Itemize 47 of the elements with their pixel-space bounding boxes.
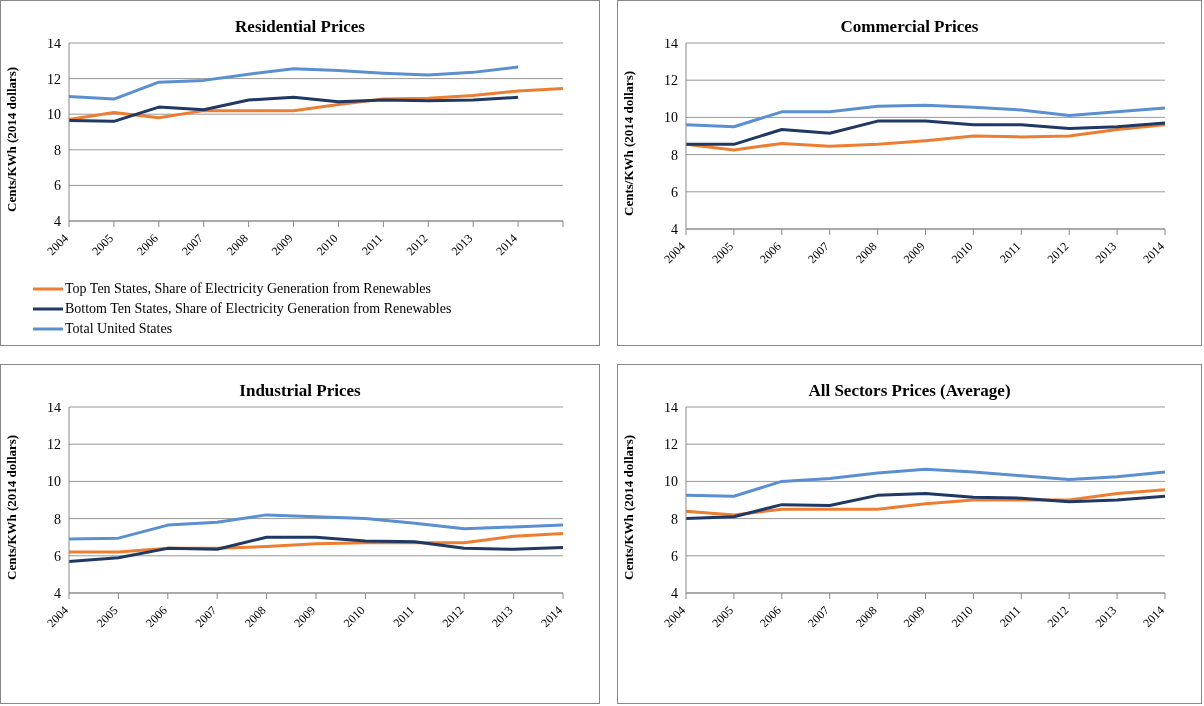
line-series: [67, 86, 565, 122]
y-tick-label: 8: [671, 147, 678, 163]
y-tick-label: 4: [671, 221, 678, 237]
y-tick-label: 4: [54, 585, 61, 601]
y-tick-label: 12: [664, 73, 678, 89]
legend-label: Bottom Ten States, Share of Electricity Generation from Renewables: [65, 300, 452, 318]
legend-label: Top Ten States, Share of Electricity Generation from Renewables: [65, 280, 431, 298]
y-tick-label: 14: [664, 399, 678, 415]
y-tick-label: 12: [47, 437, 61, 453]
chart-title: All Sectors Prices (Average): [808, 381, 1011, 400]
line-series: [67, 95, 520, 123]
y-tick-label: 6: [671, 184, 678, 200]
y-tick-label: 6: [671, 548, 678, 564]
chart-title: Residential Prices: [235, 17, 365, 36]
y-axis-title: Cents/KWh (2014 dollars): [620, 434, 636, 580]
y-tick-label: 6: [54, 548, 61, 564]
y-tick-label: 10: [664, 474, 678, 490]
x-tick-label: 2011: [358, 231, 386, 258]
y-tick-label: 8: [54, 142, 61, 158]
chart-title: Industrial Prices: [239, 381, 361, 400]
y-tick-label: 14: [47, 35, 61, 51]
y-tick-label: 6: [54, 178, 61, 194]
line-series: [684, 467, 1167, 498]
y-axis-title: Cents/KWh (2014 dollars): [3, 66, 19, 212]
y-axis-title: Cents/KWh (2014 dollars): [3, 434, 19, 580]
y-tick-label: 4: [54, 213, 61, 229]
line-series: [67, 513, 565, 541]
y-tick-label: 4: [671, 585, 678, 601]
y-tick-label: 10: [47, 474, 61, 490]
chart-title: Commercial Prices: [840, 17, 979, 36]
y-tick-label: 12: [47, 71, 61, 87]
line-series: [67, 65, 520, 101]
line-series: [684, 103, 1167, 129]
y-tick-label: 8: [54, 511, 61, 527]
y-tick-label: 14: [664, 35, 678, 51]
x-tick-label: 2011: [996, 603, 1024, 630]
y-tick-label: 12: [664, 437, 678, 453]
legend-label: Total United States: [65, 320, 173, 338]
x-tick-label: 2011: [996, 239, 1024, 266]
y-axis-title: Cents/KWh (2014 dollars): [620, 70, 636, 216]
line-series: [684, 119, 1167, 146]
y-tick-label: 10: [664, 110, 678, 126]
y-tick-label: 8: [671, 511, 678, 527]
x-tick-label: 2011: [390, 603, 417, 630]
y-tick-label: 14: [47, 399, 61, 415]
line-series: [67, 535, 565, 563]
y-tick-label: 10: [47, 107, 61, 123]
